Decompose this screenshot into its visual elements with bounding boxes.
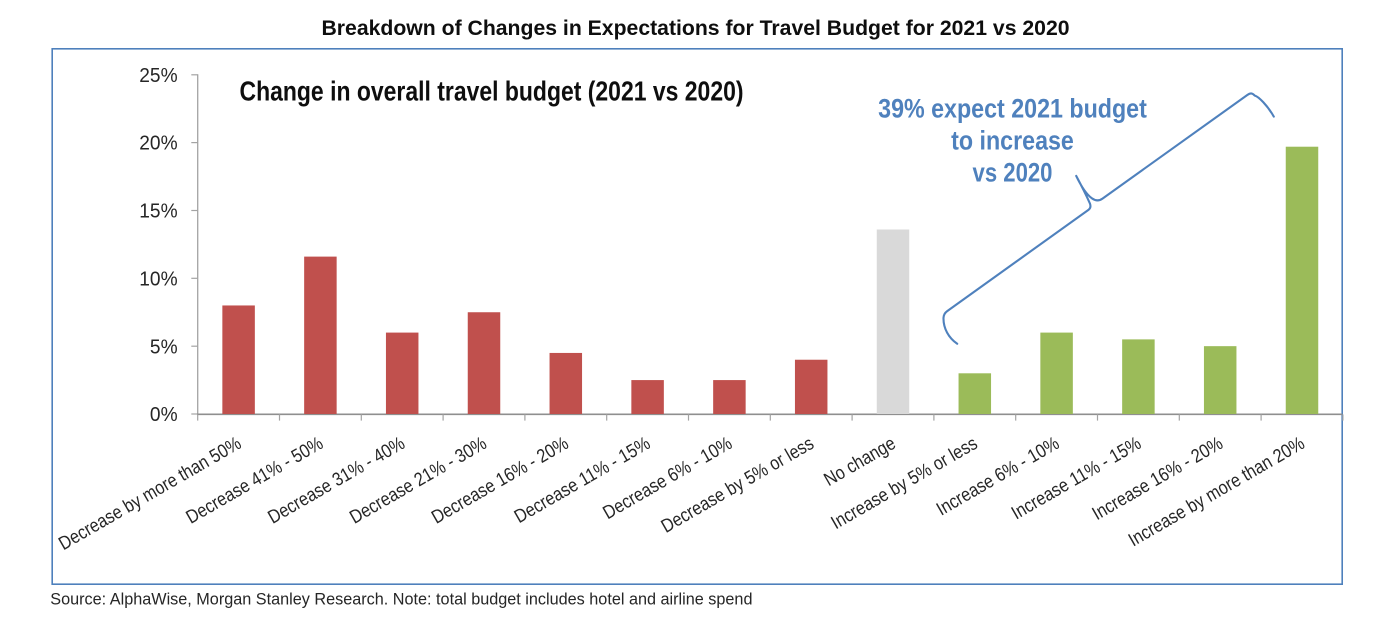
svg-text:20%: 20% xyxy=(139,132,177,154)
svg-text:0%: 0% xyxy=(150,404,178,426)
svg-text:Decrease by 5% or less: Decrease by 5% or less xyxy=(657,432,817,537)
svg-text:15%: 15% xyxy=(139,200,177,222)
svg-text:Source: AlphaWise, Morgan Stan: Source: AlphaWise, Morgan Stanley Resear… xyxy=(50,591,752,609)
svg-text:Decrease 21% - 30%: Decrease 21% - 30% xyxy=(346,432,491,528)
svg-text:Decrease 41% - 50%: Decrease 41% - 50% xyxy=(182,432,327,528)
svg-text:5%: 5% xyxy=(150,336,178,358)
svg-text:Change in overall travel budge: Change in overall travel budget (2021 vs… xyxy=(240,76,744,106)
svg-text:to increase: to increase xyxy=(951,126,1074,156)
svg-text:Breakdown of Changes in Expect: Breakdown of Changes in Expectations for… xyxy=(321,17,1069,40)
svg-text:39% expect 2021 budget: 39% expect 2021 budget xyxy=(878,94,1147,124)
svg-text:vs 2020: vs 2020 xyxy=(973,158,1053,188)
svg-text:Decrease 31% - 40%: Decrease 31% - 40% xyxy=(264,432,409,528)
svg-text:Increase by 5% or less: Increase by 5% or less xyxy=(827,432,981,533)
svg-text:Decrease 16% - 20%: Decrease 16% - 20% xyxy=(428,432,573,528)
svg-text:10%: 10% xyxy=(139,268,177,290)
svg-text:Decrease 11% - 15%: Decrease 11% - 15% xyxy=(510,432,653,527)
svg-text:25%: 25% xyxy=(139,65,177,87)
